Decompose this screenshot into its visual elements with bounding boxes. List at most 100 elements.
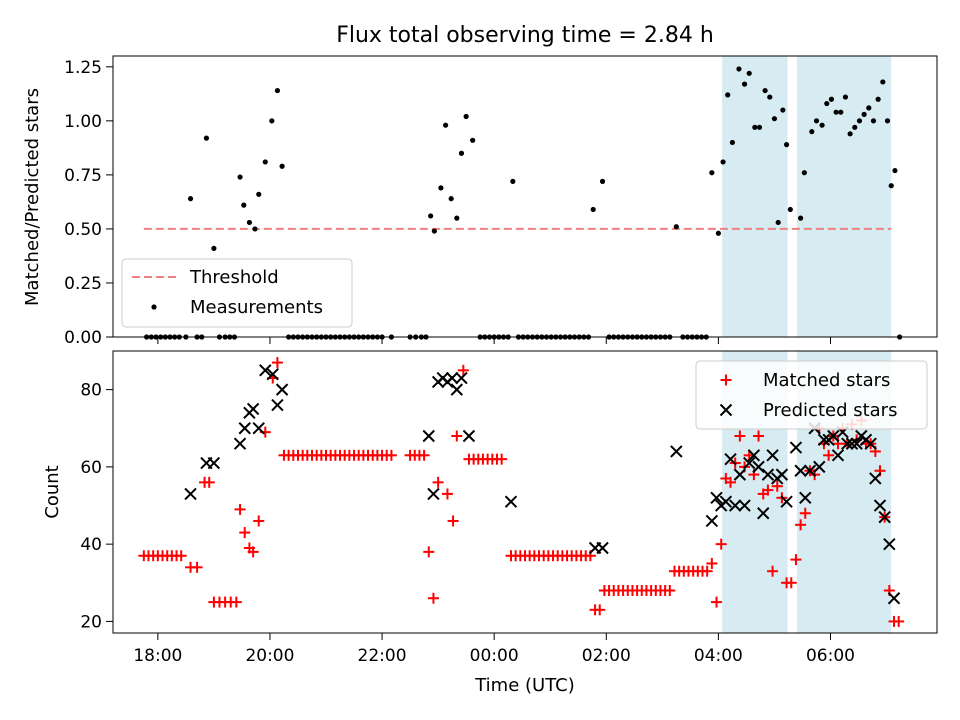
x-stroke (427, 487, 440, 501)
measurement-point (787, 206, 793, 213)
measurement-point (801, 170, 807, 176)
legend-matched-marker (720, 374, 732, 386)
x-stroke (752, 460, 765, 474)
measurement-point (888, 183, 894, 189)
matched-star-point (191, 561, 203, 573)
measurement-point (187, 196, 194, 202)
x-stroke (747, 449, 761, 462)
legend-measurements-swatch (151, 304, 157, 310)
shaded-span (796, 56, 892, 337)
measurement-point (780, 107, 786, 113)
matched-star-point (706, 557, 718, 569)
chart-title: Flux total observing time = 2.84 h (336, 23, 714, 48)
legend-matched-swatch (720, 374, 732, 386)
measurement-point (847, 131, 853, 137)
matched-star-point (441, 488, 453, 500)
predicted-star-point (747, 449, 761, 462)
matched-star-point (790, 554, 802, 566)
measurement-point (809, 129, 815, 135)
predicted-star-point (738, 499, 751, 512)
matched-star-point (762, 484, 774, 496)
x-stroke (873, 499, 887, 512)
x-stroke (238, 422, 251, 435)
matched-star-point (799, 507, 811, 519)
measurement-point (752, 124, 758, 130)
legend-predicted-marker (719, 403, 733, 417)
matched-star-point (767, 565, 779, 577)
bottom-x-ticks: 18:00 20:00 22:00 00:00 02:00 04:00 06:00 (133, 633, 855, 666)
matched-star-point (239, 527, 251, 539)
matched-star-point (496, 453, 508, 465)
matched-star-point (385, 449, 397, 461)
x-stroke (184, 487, 197, 501)
predicted-star-point (789, 441, 803, 454)
measurement-point (203, 135, 210, 141)
measurement-point (833, 109, 839, 115)
measurement-point (470, 137, 476, 143)
measurement-point (767, 94, 773, 100)
x-stroke (743, 456, 756, 470)
x-stroke (813, 460, 826, 474)
predicted-star-point (596, 541, 609, 555)
predicted-star-point (266, 367, 279, 381)
top-x-ticks (157, 337, 831, 344)
predicted-star-point (670, 445, 683, 458)
x-stroke (757, 507, 770, 520)
bottom-y-tick-label: 80 (80, 381, 102, 401)
measurement-point (279, 163, 285, 169)
measurement-point (741, 81, 748, 87)
top-y-tick-label: 0.75 (64, 166, 102, 186)
measurement-point (813, 118, 820, 124)
measurement-point (510, 178, 516, 184)
x-stroke (705, 514, 719, 528)
measurement-point (884, 118, 891, 124)
measurement-point (861, 111, 867, 117)
predicted-star-point (761, 468, 775, 481)
top-y-tick-label: 0.00 (64, 328, 102, 348)
matched-star-point (594, 604, 606, 616)
x-stroke (738, 499, 751, 512)
predicted-star-point (878, 510, 891, 524)
predicted-star-point (817, 433, 831, 447)
matched-star-point (230, 596, 242, 608)
bottom-axes-frame (112, 350, 938, 634)
measurement-point (866, 105, 872, 111)
predicted-star-point (803, 464, 817, 477)
measurement-point (852, 124, 858, 130)
matched-star-point (432, 476, 444, 488)
x-stroke (719, 495, 733, 508)
legend-predicted-swatch (719, 403, 733, 417)
top-legend-box (121, 258, 353, 328)
top-y-tick-label: 1.25 (64, 58, 102, 78)
measurement-point (241, 202, 247, 208)
predicted-star-point (275, 383, 289, 396)
measurement-point (771, 116, 778, 122)
measurement-point (729, 139, 736, 146)
predicted-star-point (752, 460, 765, 474)
x-stroke (246, 402, 260, 416)
predicted-star-point (728, 499, 742, 512)
x-stroke (275, 383, 289, 396)
predicted-star-point (813, 460, 826, 474)
x-stroke (869, 472, 882, 485)
x-stroke (252, 422, 265, 435)
matched-star-point (715, 538, 727, 550)
measurement-point (875, 96, 881, 102)
measurement-point (709, 170, 715, 176)
predicted-star-point (207, 456, 221, 470)
measurement-point (438, 185, 444, 191)
measurement-point (798, 215, 804, 221)
x-stroke (799, 491, 812, 505)
matched-star-point (753, 430, 765, 442)
predicted-star-point (864, 437, 877, 450)
x-stroke (780, 495, 793, 508)
top-y-tick-label: 0.25 (64, 274, 102, 294)
x-stroke (831, 449, 845, 462)
measurement-point (828, 96, 835, 102)
measurement-point (824, 100, 830, 107)
x-stroke (850, 437, 863, 450)
x-stroke (841, 437, 854, 450)
measurement-point (599, 178, 606, 184)
matched-star-point (175, 550, 187, 562)
